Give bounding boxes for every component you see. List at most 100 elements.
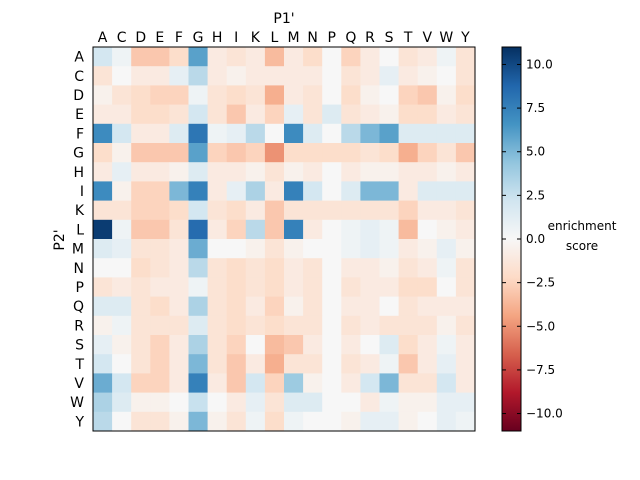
y-tick-label: P bbox=[76, 280, 84, 296]
heatmap-cell bbox=[245, 277, 266, 297]
colorbar-tick-label: −2.5 bbox=[526, 276, 555, 290]
colorbar-tick-label: 2.5 bbox=[526, 188, 545, 202]
heatmap-cell bbox=[436, 277, 457, 297]
heatmap-cell bbox=[207, 354, 228, 374]
heatmap-cell bbox=[131, 104, 151, 125]
colorbar-label-line2: score bbox=[566, 239, 598, 253]
heatmap-cell bbox=[112, 258, 132, 278]
heatmap-cell bbox=[226, 354, 247, 374]
heatmap-cell bbox=[169, 200, 189, 221]
heatmap-cell bbox=[322, 354, 342, 374]
heatmap-cell bbox=[207, 239, 228, 259]
heatmap-cell bbox=[245, 47, 266, 67]
y-tick-label: N bbox=[74, 261, 84, 277]
heatmap-cell bbox=[93, 354, 113, 374]
x-tick-label: P bbox=[328, 30, 336, 46]
heatmap-cell bbox=[150, 85, 170, 105]
heatmap-cell bbox=[322, 296, 342, 317]
heatmap-cell bbox=[284, 335, 304, 355]
heatmap-cell bbox=[93, 104, 113, 125]
heatmap-cell bbox=[284, 143, 304, 163]
heatmap-cell bbox=[264, 104, 285, 125]
y-tick-label: T bbox=[74, 357, 84, 373]
heatmap-cell bbox=[341, 392, 361, 413]
heatmap-cell bbox=[131, 411, 151, 432]
heatmap-cell bbox=[226, 162, 247, 182]
heatmap-cell bbox=[226, 200, 247, 221]
heatmap-cell bbox=[207, 219, 228, 240]
heatmap-cell bbox=[169, 143, 189, 163]
heatmap-cell bbox=[360, 181, 380, 201]
heatmap-cell bbox=[150, 123, 170, 144]
heatmap-cell bbox=[398, 181, 419, 201]
heatmap-cell bbox=[112, 315, 132, 336]
colorbar-tick-label: −7.5 bbox=[526, 363, 555, 377]
heatmap-cell bbox=[436, 239, 457, 259]
heatmap-cell bbox=[398, 315, 419, 336]
heatmap-cell bbox=[188, 373, 208, 393]
heatmap-cell bbox=[264, 258, 285, 278]
heatmap-cell bbox=[264, 123, 285, 144]
heatmap-cell bbox=[379, 373, 399, 393]
heatmap-cell bbox=[188, 219, 208, 240]
heatmap-cell bbox=[207, 181, 228, 201]
heatmap-cell bbox=[284, 200, 304, 221]
heatmap-cell bbox=[150, 200, 170, 221]
heatmap-cell bbox=[398, 47, 419, 67]
heatmap-cell bbox=[322, 392, 342, 413]
heatmap-cell bbox=[150, 277, 170, 297]
heatmap-cell bbox=[245, 123, 266, 144]
heatmap-cell bbox=[226, 258, 247, 278]
heatmap-cell bbox=[417, 258, 438, 278]
heatmap-cell bbox=[322, 162, 342, 182]
heatmap-cell bbox=[169, 277, 189, 297]
heatmap-cell bbox=[150, 143, 170, 163]
heatmap-cell bbox=[417, 373, 438, 393]
heatmap-cell bbox=[322, 123, 342, 144]
heatmap-cell bbox=[398, 277, 419, 297]
heatmap-cell bbox=[341, 296, 361, 317]
heatmap-cell bbox=[169, 335, 189, 355]
heatmap-cell bbox=[112, 219, 132, 240]
heatmap-cell bbox=[436, 123, 457, 144]
x-tick-label: N bbox=[307, 30, 317, 46]
heatmap-cell bbox=[341, 219, 361, 240]
y-tick-label: D bbox=[73, 88, 84, 104]
heatmap-cell bbox=[322, 335, 342, 355]
heatmap-cell bbox=[131, 47, 151, 67]
heatmap-cell bbox=[207, 392, 228, 413]
heatmap-cell bbox=[417, 411, 438, 432]
heatmap-cell bbox=[169, 47, 189, 67]
heatmap-cell bbox=[455, 373, 476, 393]
heatmap-cell bbox=[188, 143, 208, 163]
heatmap-cell bbox=[169, 315, 189, 336]
heatmap-cell bbox=[264, 143, 285, 163]
heatmap-cell bbox=[169, 181, 189, 201]
heatmap-cell bbox=[93, 258, 113, 278]
heatmap-cell bbox=[322, 315, 342, 336]
y-tick-label: V bbox=[74, 376, 84, 392]
heatmap-cell bbox=[436, 181, 457, 201]
heatmap-cell bbox=[455, 354, 476, 374]
heatmap-cell bbox=[417, 162, 438, 182]
heatmap-cell bbox=[188, 239, 208, 259]
heatmap-cell bbox=[112, 392, 132, 413]
heatmap-cell bbox=[284, 219, 304, 240]
heatmap-cell bbox=[131, 315, 151, 336]
heatmap-cell bbox=[93, 123, 113, 144]
heatmap-cell bbox=[398, 296, 419, 317]
heatmap-cell bbox=[360, 296, 380, 317]
x-tick-label: V bbox=[422, 30, 432, 46]
heatmap-cell bbox=[322, 200, 342, 221]
colorbar-tick-label: 0.0 bbox=[526, 232, 545, 246]
heatmap-cell bbox=[455, 104, 476, 125]
heatmap-cell bbox=[226, 392, 247, 413]
heatmap-cell bbox=[303, 296, 323, 317]
heatmap-cell bbox=[398, 373, 419, 393]
x-tick-label: R bbox=[365, 30, 375, 46]
heatmap-cell bbox=[455, 66, 476, 86]
heatmap-cell bbox=[436, 392, 457, 413]
heatmap-cell bbox=[150, 181, 170, 201]
heatmap-cell bbox=[322, 258, 342, 278]
heatmap-cell bbox=[455, 239, 476, 259]
